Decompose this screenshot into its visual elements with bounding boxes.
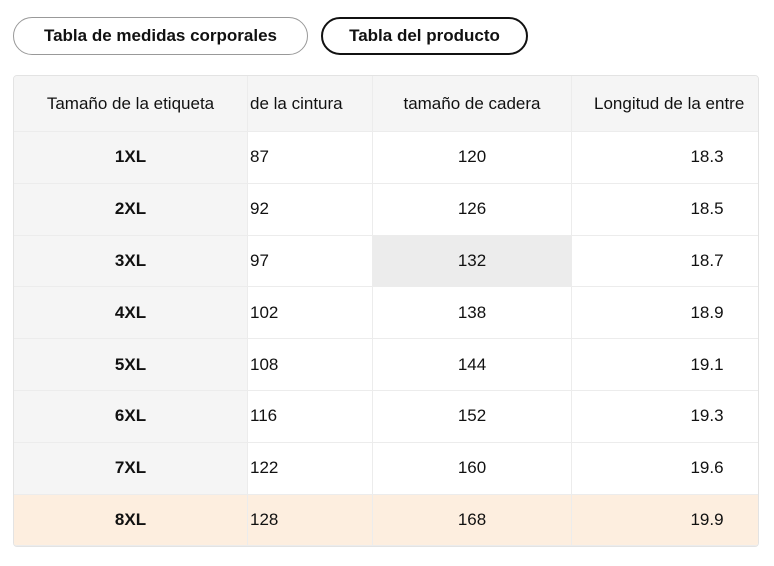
table-cell: 138 bbox=[373, 287, 572, 340]
table-row: 6XL 116 152 19.3 bbox=[14, 391, 758, 443]
table-cell: 126 bbox=[373, 183, 572, 236]
table-cell: 128 bbox=[248, 494, 373, 546]
table-cell: 18.5 bbox=[572, 184, 758, 236]
table-cell: 18.9 bbox=[572, 287, 758, 340]
table-cell: 87 bbox=[248, 132, 373, 184]
table-cell: 152 bbox=[373, 391, 572, 443]
table-cell: 92 bbox=[248, 183, 373, 236]
table-cell: 18.3 bbox=[572, 132, 758, 184]
tab[interactable]: Tabla de medidas corporales bbox=[13, 17, 308, 55]
table-cell: 19.6 bbox=[572, 443, 758, 495]
table-cell: 120 bbox=[373, 132, 572, 184]
table-cell: 122 bbox=[248, 442, 373, 495]
header-cell: Tamaño de la etiqueta bbox=[14, 76, 248, 132]
size-label: 2XL bbox=[14, 183, 248, 236]
table-cell: 19.1 bbox=[572, 339, 758, 391]
table-cell: 160 bbox=[373, 442, 572, 495]
table-row: 3XL 97 132 18.7 bbox=[14, 235, 758, 288]
size-label: 8XL bbox=[14, 494, 248, 546]
size-label: 1XL bbox=[14, 132, 248, 184]
table-cell: 102 bbox=[248, 287, 373, 340]
table-cell: 18.7 bbox=[572, 236, 758, 288]
size-label: 7XL bbox=[14, 442, 248, 495]
table-row: 4XL 102 138 18.9 bbox=[14, 287, 758, 340]
table-cell: 116 bbox=[248, 391, 373, 443]
size-label: 6XL bbox=[14, 391, 248, 443]
table-cell: 108 bbox=[248, 339, 373, 391]
table-cell: 168 bbox=[373, 494, 572, 546]
size-table: Tamaño de la etiqueta de la cintura tamaño… bbox=[13, 75, 759, 547]
table-cell: 97 bbox=[248, 235, 373, 288]
size-label: 5XL bbox=[14, 339, 248, 391]
table-row: 1XL 87 120 18.3 bbox=[14, 132, 758, 184]
table-cell: 132 bbox=[373, 235, 572, 288]
tab-selected[interactable]: Tabla del producto bbox=[321, 17, 528, 55]
table-cell: 19.3 bbox=[572, 391, 758, 443]
size-label: 4XL bbox=[14, 287, 248, 340]
header-cell: Longitud de la entre bbox=[572, 76, 758, 132]
table-cell: 144 bbox=[373, 339, 572, 391]
size-label: 3XL bbox=[14, 235, 248, 288]
header-cell: de la cintura bbox=[248, 76, 373, 132]
table-row: 2XL 92 126 18.5 bbox=[14, 183, 758, 236]
table-row: 8XL 128 168 19.9 bbox=[14, 494, 758, 546]
table-row: 7XL 122 160 19.6 bbox=[14, 442, 758, 495]
table-cell: 19.9 bbox=[572, 494, 758, 546]
table-row: 5XL 108 144 19.1 bbox=[14, 339, 758, 391]
header-cell: tamaño de cadera bbox=[373, 76, 572, 132]
header-row: Tamaño de la etiqueta de la cintura tamaño… bbox=[14, 76, 758, 132]
